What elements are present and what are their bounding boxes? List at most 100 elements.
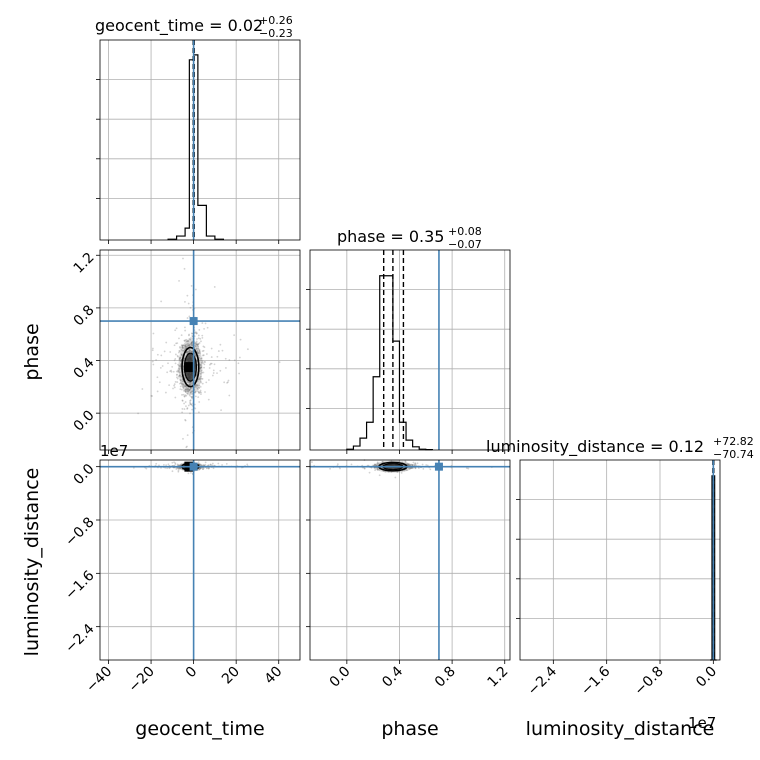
sample-point (189, 381, 192, 384)
sample-point (190, 344, 193, 346)
sample-point (197, 352, 200, 355)
truth-marker (189, 462, 198, 471)
sample-point (410, 463, 413, 466)
sample-point (406, 469, 408, 472)
sample-point (186, 407, 189, 409)
sample-point (184, 339, 187, 342)
sample-point (196, 384, 199, 387)
sample-point (164, 391, 167, 394)
sample-point (188, 383, 191, 386)
sample-point (163, 350, 166, 353)
sample-point (194, 391, 197, 394)
contour-outer (181, 346, 200, 388)
sample-point (226, 381, 228, 384)
sample-point (195, 332, 198, 335)
sample-point (195, 331, 198, 334)
sample-point (189, 345, 192, 348)
sample-point (170, 369, 173, 372)
sample-point (191, 381, 194, 384)
sample-point (188, 383, 191, 386)
sample-point (179, 467, 182, 470)
sample-point (410, 467, 413, 470)
sample-point (137, 412, 139, 415)
sample-point (177, 367, 180, 370)
sample-point (181, 345, 184, 347)
sample-point (350, 463, 353, 466)
sample-point (199, 385, 202, 388)
sample-point (151, 347, 154, 350)
sample-point (186, 346, 189, 348)
sample-point (179, 366, 182, 368)
sample-point (336, 463, 339, 466)
sample-point (190, 342, 193, 344)
sample-point (175, 327, 178, 330)
x-tick-label: 20 (219, 664, 243, 688)
sample-point (339, 467, 341, 470)
sample-point (413, 464, 416, 466)
sample-point (190, 341, 193, 344)
sample-point (412, 461, 415, 464)
sample-point (208, 367, 211, 369)
sample-point (407, 464, 409, 466)
sample-point (188, 389, 191, 392)
sample-point (220, 409, 222, 412)
sample-point (187, 334, 190, 337)
svg-text:−0.07: −0.07 (448, 238, 482, 251)
sample-point (233, 334, 236, 337)
sample-point (191, 334, 194, 337)
sample-point (177, 369, 180, 372)
sample-point (197, 342, 200, 345)
sample-point (196, 343, 199, 346)
sample-point (201, 361, 204, 363)
sample-point (194, 332, 196, 335)
sample-point (224, 357, 227, 360)
sample-point (190, 395, 192, 398)
sample-point (156, 353, 159, 356)
sample-point (151, 360, 154, 363)
sample-point (185, 338, 188, 341)
sample-point (171, 461, 174, 464)
sample-point (207, 398, 210, 401)
sample-point (190, 337, 192, 339)
sample-point (155, 359, 158, 361)
sample-point (187, 342, 189, 345)
sample-point (239, 338, 242, 341)
sample-point (183, 402, 186, 405)
sample-point (199, 367, 202, 370)
sample-point (177, 467, 180, 469)
sample-point (202, 354, 205, 357)
sample-point (228, 359, 231, 361)
sample-point (201, 382, 204, 385)
sample-point (186, 392, 189, 395)
sample-point (176, 354, 179, 357)
sample-point (187, 390, 190, 393)
sample-point (189, 402, 192, 405)
sample-point (226, 381, 229, 384)
sample-point (197, 461, 200, 464)
sample-point (196, 338, 198, 340)
x-tick-label: 0.0 (327, 664, 354, 691)
sample-point (179, 385, 182, 388)
sample-point (189, 338, 192, 341)
sample-point (165, 341, 168, 344)
sample-point (187, 302, 190, 305)
sample-point (221, 464, 223, 466)
sample-point (188, 343, 191, 346)
x-tick-label: 0.8 (432, 664, 459, 691)
sample-point (187, 340, 190, 342)
sample-point (160, 354, 163, 357)
sample-point (187, 381, 190, 384)
sample-point (221, 349, 224, 352)
sample-point (180, 348, 182, 351)
sample-point (160, 300, 163, 303)
sample-point (196, 351, 199, 354)
sample-point (207, 379, 210, 381)
sample-point (216, 355, 219, 358)
sample-point (202, 349, 205, 352)
sample-point (182, 347, 185, 349)
sample-point (212, 369, 215, 372)
xlabel-geocent-time: geocent_time (135, 718, 264, 740)
sample-point (217, 462, 220, 465)
sample-point (173, 386, 176, 389)
density-peak (184, 362, 195, 373)
